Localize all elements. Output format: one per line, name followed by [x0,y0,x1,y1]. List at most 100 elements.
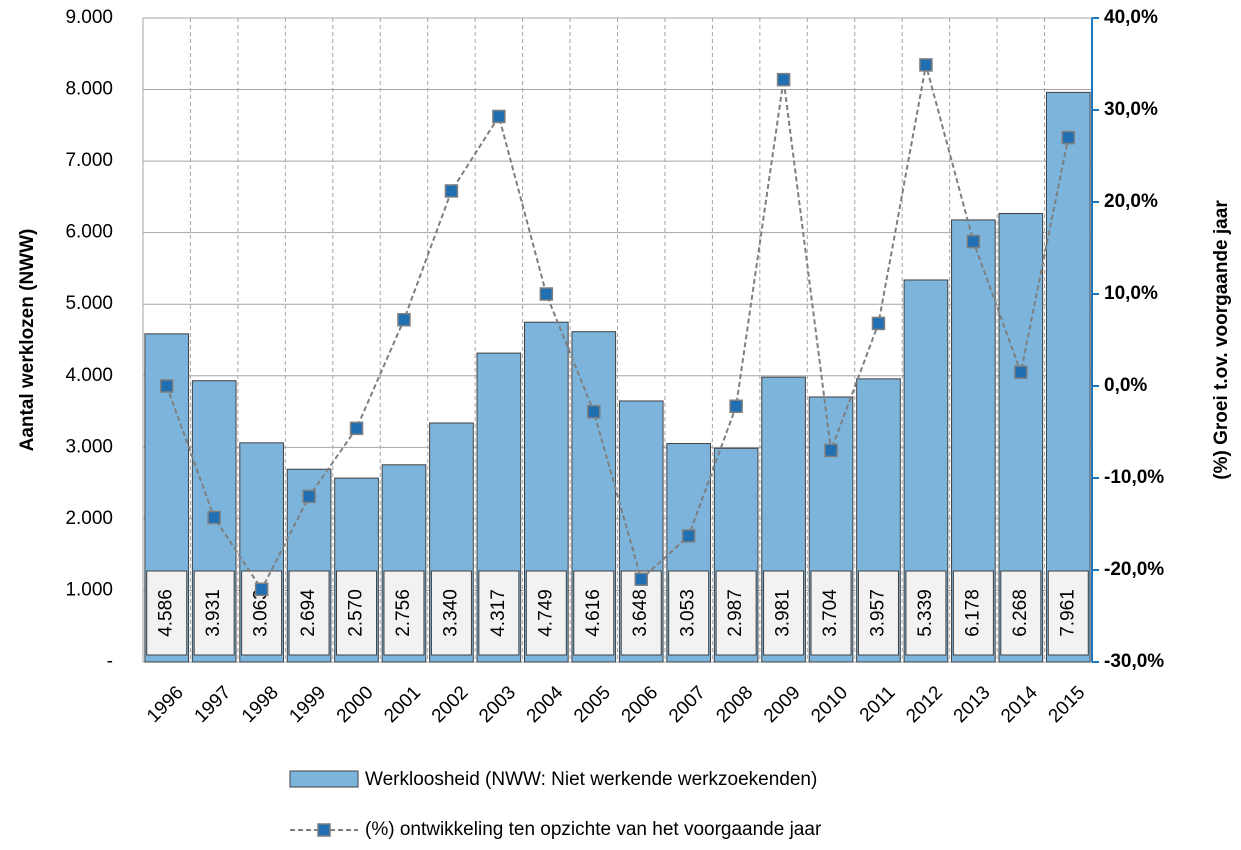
y-tick-label: 6.000 [65,222,113,243]
y-tick-label: 7.000 [65,150,113,171]
growth-marker [254,582,269,597]
y-tick-label: 5.000 [65,293,113,314]
value-label-box [763,570,805,656]
value-label: 4.317 [488,589,509,637]
value-label: 2.987 [725,589,746,637]
y2-tick-label: 10,0% [1104,283,1158,304]
x-tick-label: 2010 [807,682,852,727]
x-tick-label: 2005 [570,682,615,727]
x-tick-label: 2008 [712,682,757,727]
value-label-box [336,570,378,656]
x-tick-label: 2011 [856,682,900,726]
value-label-box [905,570,947,656]
y2-tick-label: -10,0% [1104,467,1164,488]
x-tick-label: 1996 [143,682,188,727]
value-label: 3.931 [203,589,224,637]
x-tick-label: 2012 [902,682,947,727]
value-label: 2.756 [393,589,414,637]
value-label: 6.268 [1010,589,1031,637]
y-tick-label: 1.000 [65,579,113,600]
y2-tick-label: -20,0% [1104,559,1164,580]
y2-tick-label: 40,0% [1104,7,1158,28]
x-tick-label: 2002 [428,682,473,727]
growth-marker [871,316,886,331]
x-tick-label: 2015 [1045,682,1090,727]
value-label: 3.957 [867,589,888,637]
y-tick-label: 4.000 [65,365,113,386]
growth-marker [539,287,554,301]
value-label: 2.570 [346,589,367,637]
value-label-box [430,570,472,656]
legend-swatch [289,770,359,788]
y2-tick-label: -30,0% [1104,651,1164,672]
value-label: 3.063 [251,589,272,637]
growth-marker [1014,365,1028,379]
value-label-box [193,570,235,656]
value-label: 4.586 [156,589,177,637]
legend-label: (%) ontwikkeling ten opzichte van het vo… [365,819,822,840]
growth-marker [492,109,506,124]
value-label: 4.749 [535,589,556,637]
growth-marker [349,421,364,436]
y2-tick-label: 30,0% [1104,99,1158,120]
growth-marker [444,184,459,198]
growth-marker [776,72,791,87]
growth-marker [919,58,933,72]
value-label-box [810,570,852,656]
x-tick-label: 1998 [238,682,283,727]
value-label: 5.339 [915,589,936,637]
growth-marker [634,572,648,586]
value-label: 3.704 [820,589,841,637]
value-label-box [857,570,899,656]
growth-marker [1061,130,1076,145]
x-tick-label: 1997 [191,682,236,727]
x-tick-label: 2003 [475,682,520,727]
x-tick-label: 2014 [997,682,1042,727]
growth-marker [159,379,174,393]
y-tick-label: - [107,651,113,672]
growth-marker [302,489,316,504]
bar [1045,91,1091,663]
y2-axis-title: (%) Groei t.ov. voorgaande jaar [1211,200,1232,480]
growth-marker [824,443,838,458]
value-label: 3.648 [630,589,651,637]
y-axis-title: Aantal werklozen (NWW) [17,229,38,452]
value-label: 4.616 [583,589,604,637]
y-tick-label: 3.000 [65,436,113,457]
value-label-box [478,570,520,656]
value-label-box [715,570,757,656]
y2-tick-label: 20,0% [1104,191,1158,212]
value-label-box [146,570,188,656]
y-tick-label: 2.000 [65,508,113,529]
value-label-box [573,570,615,656]
value-label-box [1000,570,1042,656]
value-label: 6.178 [962,589,983,637]
value-label-box [668,570,710,656]
y-tick-label: 8.000 [65,79,113,100]
value-label: 2.694 [298,589,319,637]
x-tick-label: 1999 [285,682,330,727]
x-tick-label: 2013 [950,682,995,727]
x-tick-label: 2000 [333,682,378,727]
x-tick-label: 2007 [665,682,710,727]
value-label-box [952,570,994,656]
x-tick-label: 2004 [523,682,568,727]
y2-tick-label: 0,0% [1104,375,1147,396]
legend-label: Werkloosheid (NWW: Niet werkende werkzoe… [365,769,817,790]
value-label-box [288,570,330,656]
growth-marker [729,399,743,413]
value-label: 3.340 [440,589,461,637]
legend-marker [317,823,331,837]
y-tick-label: 9.000 [65,7,113,28]
value-label: 3.053 [678,589,699,637]
x-tick-label: 2001 [380,682,425,727]
x-tick-label: 2009 [760,682,805,727]
growth-line [165,64,1070,592]
value-label: 3.981 [773,589,794,637]
x-tick-label: 2006 [618,682,663,727]
value-label-box [383,570,425,656]
growth-marker [966,234,981,249]
value-label-box [1047,570,1089,656]
growth-marker [397,313,411,327]
